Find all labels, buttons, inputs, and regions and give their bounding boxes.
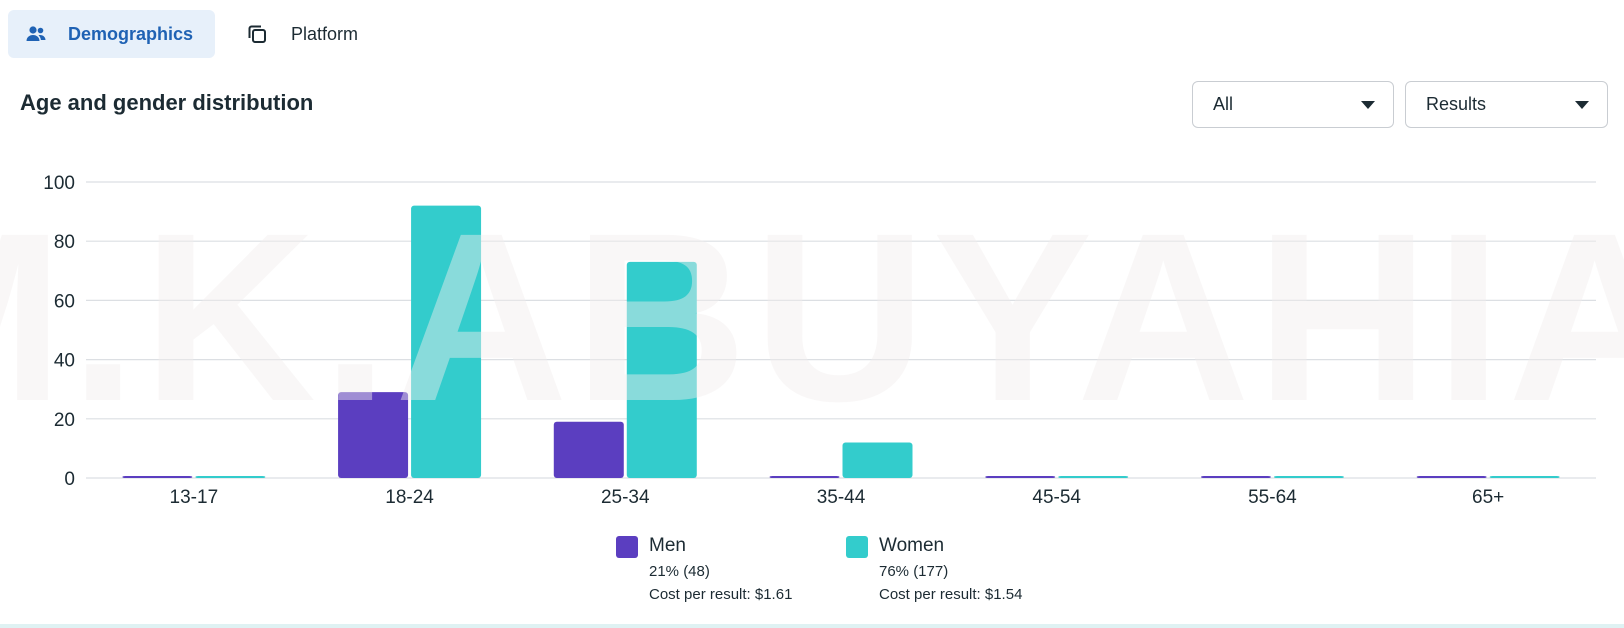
tab-bar: Demographics Platform — [8, 10, 374, 58]
people-icon — [24, 22, 48, 46]
caret-down-icon — [1575, 101, 1589, 109]
filter-dropdown[interactable]: All — [1192, 81, 1394, 128]
bar-men-13-17 — [122, 476, 193, 478]
bar-men-35-44 — [769, 476, 840, 478]
bar-women-35-44 — [842, 442, 913, 478]
y-tick-label: 100 — [43, 173, 75, 194]
caret-down-icon — [1361, 101, 1375, 109]
bar-men-45-54 — [985, 476, 1056, 478]
bar-men-18-24 — [338, 392, 409, 478]
legend-cost: Cost per result: $1.54 — [879, 586, 1023, 603]
tab-demographics[interactable]: Demographics — [8, 10, 215, 58]
chart-title: Age and gender distribution — [20, 90, 314, 115]
metric-dropdown-value: Results — [1426, 94, 1487, 114]
legend-percent: 76% (177) — [879, 563, 949, 580]
tab-label: Platform — [291, 23, 359, 44]
x-tick-label: 35-44 — [817, 487, 866, 508]
bar-men-25-34 — [553, 421, 624, 478]
x-tick-label: 65+ — [1472, 487, 1504, 508]
y-tick-label: 0 — [64, 469, 75, 490]
y-tick-label: 60 — [54, 291, 75, 312]
y-tick-label: 80 — [54, 232, 75, 253]
legend-cost: Cost per result: $1.61 — [649, 586, 793, 603]
tab-label: Demographics — [68, 23, 194, 44]
x-tick-label: 18-24 — [385, 487, 434, 508]
legend-swatch-women — [846, 536, 868, 558]
bar-women-55-64 — [1273, 476, 1344, 478]
filter-dropdown-value: All — [1213, 94, 1234, 114]
age-gender-bar-chart: 0 20 40 60 80 100 13-17 18-24 25-34 35-44 45-54 55-… — [43, 173, 1596, 508]
copy-icon — [245, 22, 269, 46]
x-tick-label: 55-64 — [1248, 487, 1297, 508]
legend-name: Women — [879, 535, 945, 556]
bottom-divider — [0, 624, 1624, 628]
tab-platform[interactable]: Platform — [229, 10, 374, 58]
bar-women-25-34 — [626, 261, 697, 478]
legend-name: Men — [649, 535, 686, 556]
bar-women-45-54 — [1058, 476, 1129, 478]
x-tick-label: 13-17 — [170, 487, 219, 508]
y-tick-label: 20 — [54, 410, 75, 431]
x-tick-label: 45-54 — [1032, 487, 1081, 508]
y-tick-label: 40 — [54, 351, 75, 372]
bar-women-18-24 — [411, 205, 482, 478]
metric-dropdown[interactable]: Results — [1405, 81, 1608, 128]
legend-swatch-men — [616, 536, 638, 558]
bar-women-65+ — [1489, 476, 1560, 478]
bar-men-55-64 — [1200, 476, 1271, 478]
x-tick-label: 25-34 — [601, 487, 650, 508]
bar-men-65+ — [1416, 476, 1487, 478]
bar-women-13-17 — [195, 476, 266, 478]
legend-percent: 21% (48) — [649, 563, 710, 580]
